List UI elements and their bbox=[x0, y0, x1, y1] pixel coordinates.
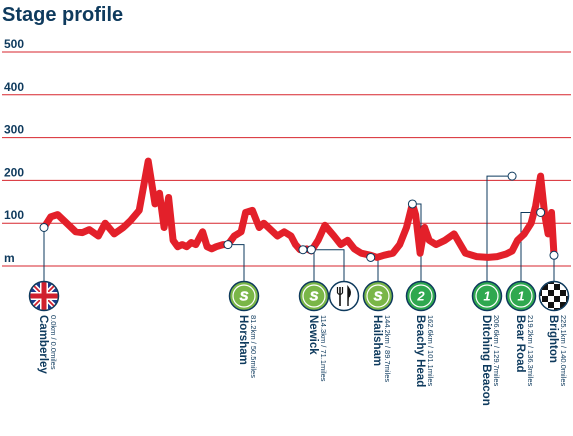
climb-badge bbox=[405, 280, 437, 312]
waypoint-label: Bear Road 219.2km / 136.3miles bbox=[514, 315, 535, 387]
waypoint-badge: S bbox=[298, 280, 330, 312]
profile-marker bbox=[507, 171, 517, 181]
waypoint-distance: 81.2km / 50.5miles bbox=[249, 315, 258, 378]
waypoint-label: Brighton 225.1km / 140.0miles bbox=[547, 315, 568, 387]
waypoint-badge bbox=[328, 280, 360, 312]
waypoint-distance: 225.1km / 140.0miles bbox=[559, 315, 568, 387]
climb-category-number: 1 bbox=[517, 289, 524, 304]
waypoint-name: Beachy Head bbox=[414, 315, 426, 387]
marker-connector bbox=[311, 249, 345, 281]
waypoint-distance: 114.3km / 71.1miles bbox=[319, 315, 328, 382]
waypoint-distance: 144.2km / 89.7miles bbox=[383, 315, 392, 382]
waypoint-label: Newick 114.3km / 71.1miles bbox=[307, 315, 328, 382]
profile-marker bbox=[298, 245, 308, 255]
climb-category-number: 1 bbox=[483, 289, 490, 304]
waypoint-badge: S bbox=[362, 280, 394, 312]
waypoint-badge bbox=[538, 280, 570, 312]
waypoint-name: Ditching Beacon bbox=[480, 315, 492, 406]
waypoint-distance: 162.6km / 101.1miles bbox=[426, 315, 435, 387]
sprint-badge-letter: S bbox=[240, 289, 249, 304]
waypoint-label: Ditching Beacon 206.6km / 129.7miles bbox=[480, 315, 501, 406]
chequered-flag-icon bbox=[540, 282, 568, 310]
sprint-badge bbox=[298, 280, 330, 312]
waypoint-badge: 1 bbox=[505, 280, 537, 312]
elevation-profile-line bbox=[40, 157, 558, 261]
y-tick-label: 400 bbox=[4, 80, 24, 94]
y-tick-label: m bbox=[4, 251, 15, 265]
climb-badge bbox=[471, 280, 503, 312]
union-flag-icon bbox=[30, 282, 58, 310]
waypoint-distance: 206.6km / 129.7miles bbox=[492, 315, 501, 387]
climb-badge bbox=[505, 280, 537, 312]
chart-title: Stage profile bbox=[2, 4, 123, 26]
sprint-badge bbox=[228, 280, 260, 312]
marker-connector bbox=[227, 244, 245, 281]
waypoint-badges: S S S 2 1 1 bbox=[28, 280, 570, 312]
y-tick-label: 100 bbox=[4, 208, 24, 222]
sprint-badge-letter: S bbox=[310, 289, 319, 304]
waypoint-label: Beachy Head 162.6km / 101.1miles bbox=[414, 315, 435, 387]
waypoint-badge bbox=[28, 280, 60, 312]
waypoint-label: Camberley 0.0km / 0.0miles bbox=[37, 315, 58, 374]
profile-marker bbox=[366, 252, 376, 262]
feed-zone-badge bbox=[328, 280, 360, 312]
waypoint-name: Bear Road bbox=[514, 315, 526, 373]
profile-marker bbox=[39, 222, 49, 232]
sprint-badge-letter: S bbox=[374, 289, 383, 304]
waypoint-name: Hailsham bbox=[371, 315, 383, 366]
waypoint-badge: 2 bbox=[405, 280, 437, 312]
profile-layer bbox=[40, 157, 558, 261]
marker-connector bbox=[302, 249, 315, 281]
waypoint-labels: Camberley 0.0km / 0.0miles Horsham 81.2km /… bbox=[37, 315, 568, 406]
profile-marker bbox=[306, 245, 316, 255]
waypoint-badge: S bbox=[228, 280, 260, 312]
y-axis-ticks: 500 400 300 200 100 m bbox=[4, 37, 24, 265]
waypoint-name: Newick bbox=[307, 315, 319, 355]
profile-markers bbox=[39, 171, 559, 262]
waypoint-distance: 0.0km / 0.0miles bbox=[49, 315, 58, 370]
profile-marker bbox=[407, 199, 417, 209]
waypoint-label: Hailsham 144.2km / 89.7miles bbox=[371, 315, 392, 382]
waypoint-name: Horsham bbox=[237, 315, 249, 365]
profile-marker bbox=[536, 208, 546, 217]
waypoint-label: Horsham 81.2km / 50.5miles bbox=[237, 315, 258, 378]
profile-marker bbox=[223, 240, 233, 250]
y-tick-label: 300 bbox=[4, 123, 24, 137]
marker-connector bbox=[486, 175, 513, 281]
y-tick-label: 200 bbox=[4, 165, 24, 179]
climb-category-number: 2 bbox=[416, 289, 425, 304]
gridlines bbox=[2, 51, 571, 267]
profile-marker bbox=[549, 250, 559, 260]
sprint-badge bbox=[362, 280, 394, 312]
waypoint-badge: 1 bbox=[471, 280, 503, 312]
waypoint-distance: 219.2km / 136.3miles bbox=[526, 315, 535, 387]
waypoint-name: Camberley bbox=[37, 315, 49, 374]
fork-knife-icon bbox=[336, 285, 351, 306]
waypoint-name: Brighton bbox=[547, 315, 559, 363]
y-tick-label: 500 bbox=[4, 37, 24, 51]
